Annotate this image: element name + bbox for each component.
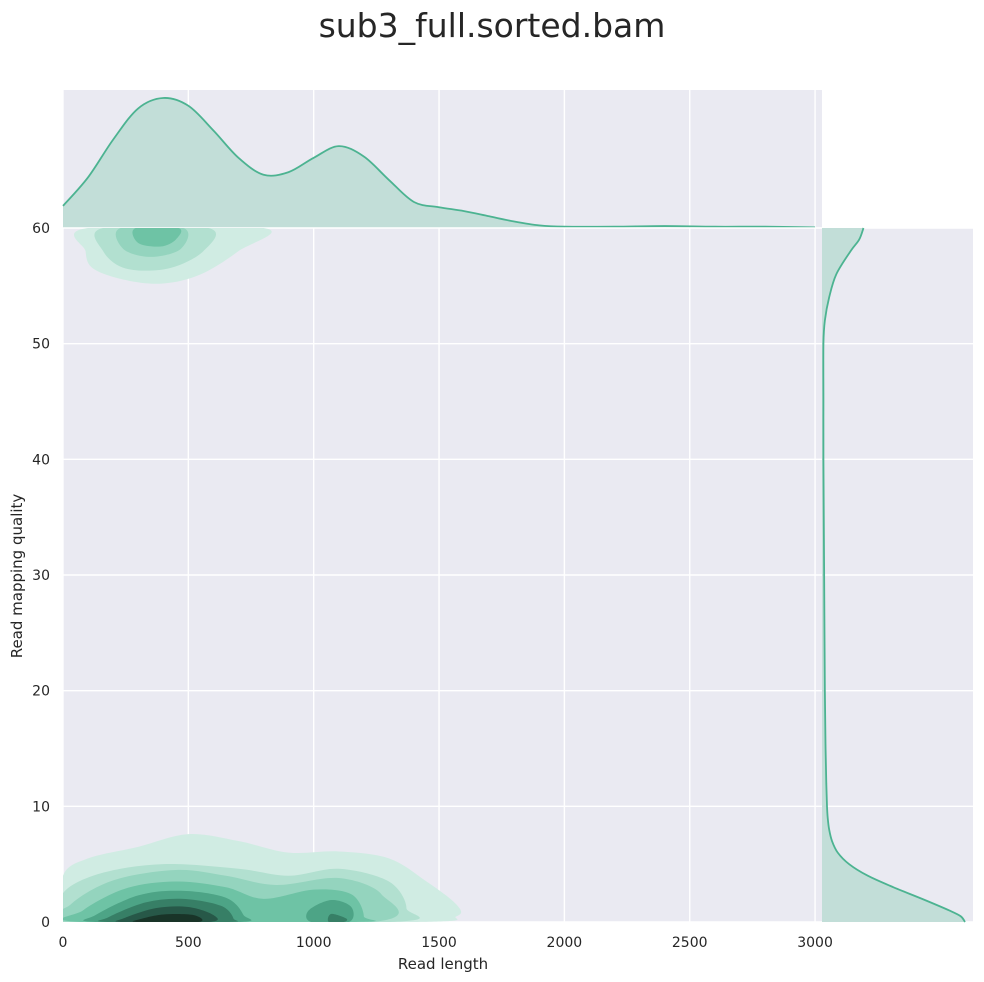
x-tick-label: 2000 (547, 935, 583, 951)
x-tick-label: 1500 (421, 935, 457, 951)
x-tick-label: 3000 (797, 935, 833, 951)
x-axis-label: Read length (398, 955, 488, 973)
kde-contours (63, 228, 462, 922)
kde-contour-level-8 (132, 913, 203, 922)
y-axis-ticks: 0 10 20 30 40 50 60 (32, 221, 50, 931)
marginal-y-grid (822, 227, 973, 923)
y-tick-label: 10 (32, 799, 50, 815)
marginal-y-density-fill (822, 228, 965, 922)
y-tick-label: 30 (32, 568, 50, 584)
x-tick-label: 1000 (296, 935, 332, 951)
marginal-y-panel (822, 227, 973, 923)
y-tick-label: 50 (32, 337, 50, 353)
kde-contour-level-6 (327, 913, 348, 922)
marginal-x-panel (62, 90, 822, 229)
marginal-x-density-fill (63, 97, 816, 228)
y-axis-label: Read mapping quality (8, 494, 26, 659)
x-tick-label: 0 (59, 935, 68, 951)
y-tick-label: 40 (32, 452, 50, 468)
x-tick-label: 500 (175, 935, 202, 951)
y-tick-label: 0 (41, 915, 50, 931)
kde-contour-level-4 (132, 228, 182, 247)
x-axis-ticks: 0 500 1000 1500 2000 2500 3000 (59, 935, 833, 951)
marginal-x-density-line (62, 97, 816, 229)
x-tick-label: 2500 (672, 935, 708, 951)
y-tick-label: 60 (32, 221, 50, 237)
chart-title: sub3_full.sorted.bam (319, 6, 666, 45)
marginal-y-density-line (822, 227, 966, 923)
y-tick-label: 20 (32, 684, 50, 700)
main-panel (62, 227, 973, 923)
